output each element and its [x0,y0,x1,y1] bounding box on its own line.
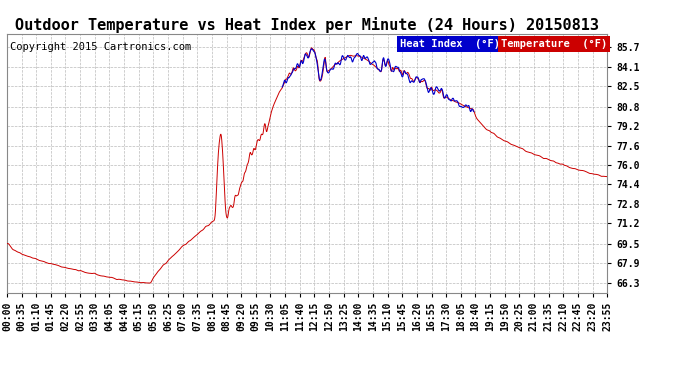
Text: Temperature  (°F): Temperature (°F) [501,39,607,49]
Title: Outdoor Temperature vs Heat Index per Minute (24 Hours) 20150813: Outdoor Temperature vs Heat Index per Mi… [15,16,599,33]
Text: Heat Index  (°F): Heat Index (°F) [400,39,500,49]
Text: Copyright 2015 Cartronics.com: Copyright 2015 Cartronics.com [10,42,191,51]
